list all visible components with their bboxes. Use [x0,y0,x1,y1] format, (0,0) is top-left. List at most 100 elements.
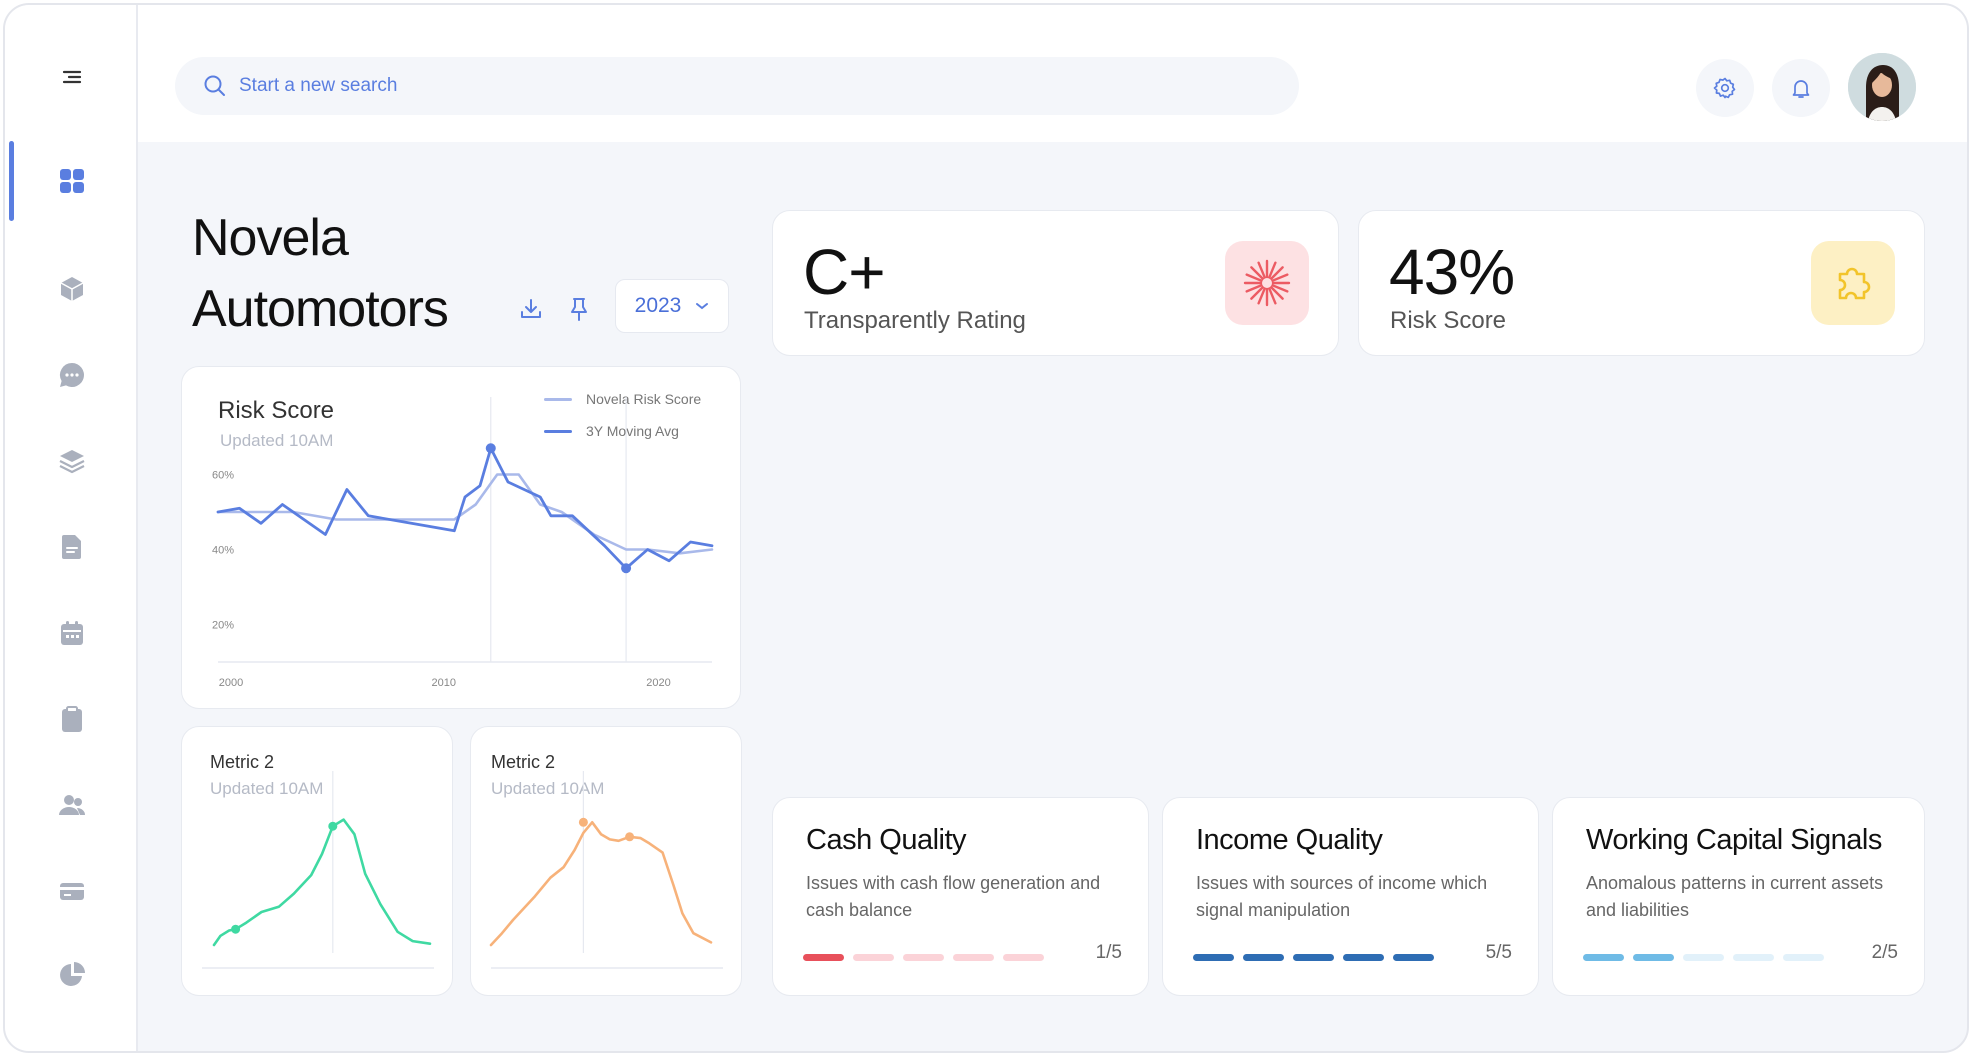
metric-chart-title-2: Metric 2 [491,752,556,772]
cube-icon [60,277,83,301]
layers-icon [59,450,84,474]
pie-chart-icon [59,962,85,986]
sidebar-item-layers[interactable] [5,425,138,497]
x-tick-label: 2010 [432,677,456,689]
sidebar-item-dashboard[interactable] [5,145,138,217]
kpi-rating-badge [1225,241,1309,325]
risk-chart-title: Risk Score [218,397,335,424]
quality-card-description: Issues with sources of income which sign… [1196,873,1488,920]
metric-chart-card-1: Metric 2 Updated 10AM [181,726,453,996]
quality-score-bars [1583,954,1824,961]
company-name-line1: Novela [192,209,349,267]
risk-score-chart-card: Risk Score Updated 10AM Novela Risk Scor… [181,366,741,709]
score-bar [1343,954,1384,961]
sidebar [5,5,138,1051]
kpi-card-rating: C+ Transparently Rating [772,210,1339,356]
score-bar [1393,954,1434,961]
y-tick-label: 20% [212,620,234,632]
score-bar [1683,954,1724,961]
quality-score-bars [1193,954,1434,961]
kpi-risk-value: 43% [1389,236,1515,308]
search-bar[interactable] [175,57,1299,115]
data-point [231,924,241,934]
sidebar-item-messages[interactable] [5,339,138,411]
score-bar [1193,954,1234,961]
legend-item-1: Novela Risk Score [544,391,701,407]
metric-chart-subtitle-1: Updated 10AM [210,779,324,798]
kpi-rating-label: Transparently Rating [804,307,1026,334]
score-bar [1783,954,1824,961]
puzzle-icon [1838,267,1871,300]
bell-icon [1792,80,1810,98]
sidebar-item-products[interactable] [5,253,138,325]
metric-plot-1 [202,771,434,969]
gear-icon [1713,77,1736,99]
users-icon [58,795,85,815]
data-point [328,821,338,831]
score-bar [1583,954,1624,961]
score-bar [803,954,844,961]
quality-card-description: Anomalous patterns in current assets and… [1586,873,1884,920]
quality-score: 1/5 [1095,942,1122,963]
y-tick-label: 40% [212,545,234,557]
sidebar-active-indicator [9,141,14,221]
download-icon[interactable] [517,295,545,323]
company-name-line2: Automotors [192,280,449,338]
user-photo-icon [1848,53,1916,121]
score-bar [953,954,994,961]
chat-bubble-icon [59,363,84,387]
score-bar [1243,954,1284,961]
score-bar [1633,954,1674,961]
credit-card-icon [59,883,84,900]
score-bar [1733,954,1774,961]
data-point [621,563,632,574]
sidebar-item-calendar[interactable] [5,597,138,669]
quality-score: 2/5 [1871,942,1898,963]
x-tick-label: 2020 [646,677,670,689]
sidebar-item-billing[interactable] [5,855,138,927]
y-tick-label: 60% [212,470,234,482]
series-line-2 [216,446,714,570]
risk-chart-subtitle: Updated 10AM [220,431,334,450]
quality-score: 5/5 [1485,942,1512,963]
score-bar [1003,954,1044,961]
series-line-1 [216,473,714,555]
search-input[interactable] [239,75,1139,97]
sidebar-item-documents[interactable] [5,511,138,583]
kpi-risk-label: Risk Score [1390,307,1507,334]
legend-swatch-1 [544,397,572,401]
quality-card-income: Income Quality Issues with sources of in… [1162,797,1539,996]
notifications-button[interactable] [1772,59,1830,117]
x-tick-label: 2000 [219,677,243,689]
kpi-rating-value: C+ [803,236,886,308]
menu-icon[interactable] [5,41,138,113]
data-point [485,443,496,454]
risk-score-plot: 60% 40% 20% 2000 2010 2020 [212,397,714,689]
app-window: Novela Automotors 2023 Risk Score Update… [3,3,1969,1053]
kpi-card-risk: 43% Risk Score [1358,210,1925,356]
quality-card-title: Working Capital Signals [1586,824,1882,856]
quality-card-description: Issues with cash flow generation and cas… [806,873,1101,920]
sidebar-item-users[interactable] [5,769,138,841]
settings-button[interactable] [1696,59,1754,117]
dashboard-grid-icon [59,169,84,193]
top-bar [138,5,1967,142]
quality-card-cash: Cash Quality Issues with cash flow gener… [772,797,1149,996]
pin-icon[interactable] [565,295,593,323]
quality-score-bars [803,954,1044,961]
clipboard-icon [61,706,82,732]
legend-swatch-2 [544,429,572,433]
score-bar [1293,954,1334,961]
sidebar-item-clipboard[interactable] [5,683,138,755]
data-point [578,817,588,827]
year-select[interactable]: 2023 [615,279,729,333]
quality-card-title: Cash Quality [806,824,967,856]
company-name: Novela Automotors [192,203,449,345]
metric-plot-2 [489,771,723,969]
avatar[interactable] [1848,53,1916,121]
score-bar [903,954,944,961]
metric-chart-card-2: Metric 2 Updated 10AM [470,726,742,996]
sidebar-item-reports[interactable] [5,939,138,1011]
document-icon [61,535,81,559]
metric-line [489,821,713,947]
